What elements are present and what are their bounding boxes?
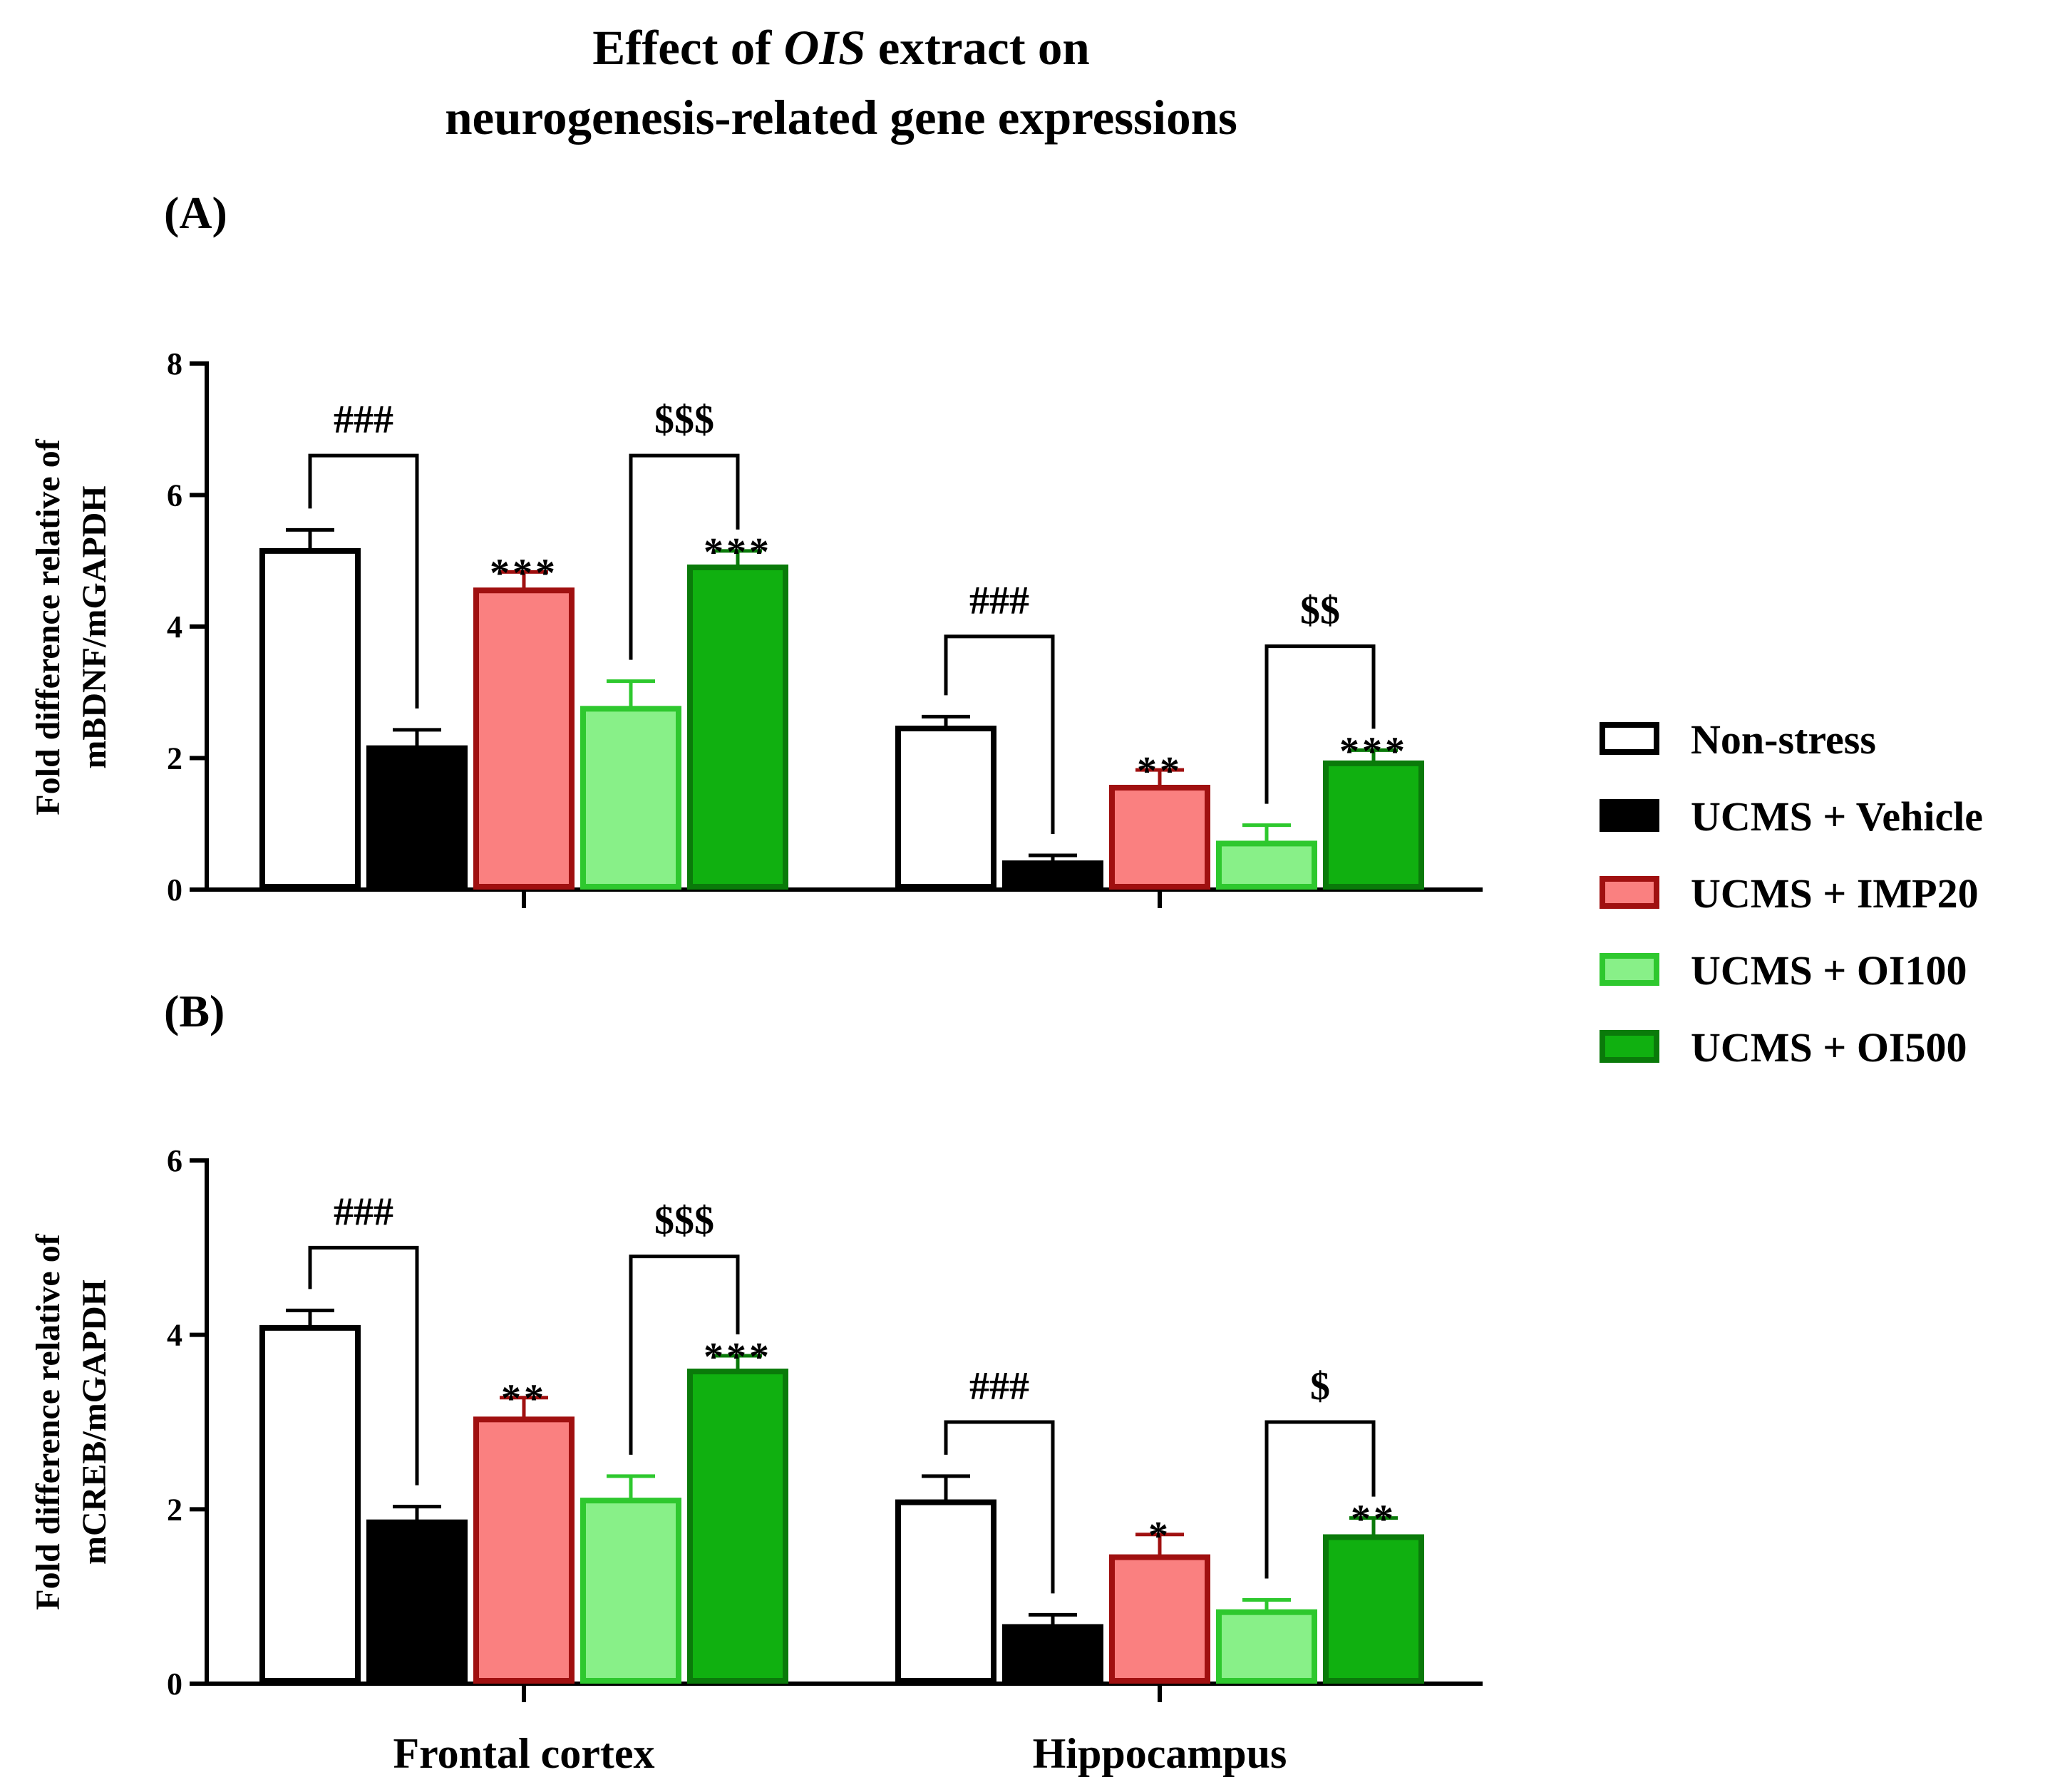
bar (895, 725, 996, 890)
legend-label: UCMS + Vehicle (1691, 793, 1983, 840)
y-tick-label: 2 (167, 741, 182, 776)
legend-swatch (1600, 799, 1659, 832)
significance-stars: ** (501, 1377, 547, 1421)
y-axis-label-line1: Fold difference relative of (29, 438, 67, 815)
bracket-label: $$$ (654, 398, 714, 442)
x-category-label: Frontal cortex (393, 1730, 654, 1777)
y-tick-label: 2 (167, 1492, 182, 1527)
significance-stars: *** (1339, 729, 1408, 773)
bar (1002, 860, 1103, 890)
bar (1216, 1609, 1317, 1684)
bar (259, 547, 361, 890)
significance-stars: ** (1137, 749, 1183, 793)
y-tick-label: 8 (167, 346, 182, 381)
y-axis-label-line1: Fold difference relative of (29, 1233, 67, 1610)
significance-bracket (629, 1255, 740, 1455)
legend-swatch (1600, 722, 1659, 755)
bar (366, 745, 468, 890)
title-italic: OIS (783, 21, 865, 75)
legend-label: Non-stress (1691, 716, 1876, 763)
bar (1216, 840, 1317, 890)
bar (687, 564, 788, 890)
bracket-label: ### (969, 579, 1029, 623)
bar (1002, 1624, 1103, 1684)
bar (473, 587, 575, 890)
significance-bracket (629, 453, 740, 660)
legend-swatch (1600, 1030, 1659, 1063)
legend-label: UCMS + OI500 (1691, 1024, 1967, 1071)
y-tick-label: 6 (167, 1143, 182, 1178)
bar (366, 1519, 468, 1684)
significance-stars: *** (704, 1335, 772, 1379)
y-axis-label-line2: mBDNF/mGAPDH (76, 485, 113, 768)
y-axis-label-line2: mCREB/mGAPDH (76, 1279, 113, 1565)
panel-label: (A) (164, 187, 227, 238)
significance-bracket (944, 634, 1055, 835)
legend: Non-stress UCMS + Vehicle UCMS + IMP20 UCMS… (1600, 716, 1983, 1071)
figure-title-line1: Effect of OIS extract on (592, 21, 1089, 75)
panel-a: (A) Fold difference relative of mBDNF/mGAP… (29, 187, 1483, 908)
bar (1323, 1534, 1424, 1684)
y-tick-label: 0 (167, 872, 182, 907)
bracket-label: $$ (1300, 589, 1340, 633)
significance-stars: *** (704, 530, 772, 575)
title-post: extract on (866, 21, 1090, 75)
bar (259, 1324, 361, 1684)
bar (1109, 1554, 1210, 1684)
y-tick-label: 4 (167, 609, 182, 644)
significance-stars: * (1148, 1514, 1171, 1558)
bar (687, 1369, 788, 1684)
y-tick-label: 4 (167, 1318, 182, 1353)
significance-stars: *** (490, 551, 558, 595)
bar (580, 706, 681, 890)
significance-bracket (308, 1245, 419, 1485)
legend-label: UCMS + IMP20 (1691, 870, 1979, 917)
bracket-label: ### (969, 1364, 1029, 1409)
significance-bracket (1264, 1420, 1376, 1579)
legend-label: UCMS + OI100 (1691, 947, 1967, 994)
significance-bracket (308, 453, 419, 709)
y-tick-label: 6 (167, 478, 182, 513)
y-tick-label: 0 (167, 1667, 182, 1701)
bracket-label: $ (1310, 1364, 1330, 1409)
x-category-label: Hippocampus (1033, 1730, 1287, 1777)
legend-swatch (1600, 953, 1659, 986)
figure-title-line2: neurogenesis-related gene expressions (445, 91, 1237, 145)
bracket-label: $$$ (654, 1199, 714, 1243)
bar (1323, 760, 1424, 890)
bar (580, 1498, 681, 1684)
bracket-label: ### (334, 1190, 393, 1234)
bar (473, 1416, 575, 1684)
significance-stars: ** (1351, 1498, 1396, 1542)
significance-bracket (944, 1420, 1055, 1594)
legend-swatch (1600, 876, 1659, 909)
significance-bracket (1264, 644, 1376, 804)
bar (1109, 785, 1210, 890)
bar (895, 1499, 996, 1684)
panel-label: (B) (164, 986, 225, 1036)
panel-b: (B) Fold difference relative of mCREB/mGAP… (29, 986, 1483, 1777)
title-pre: Effect of (592, 21, 783, 75)
bracket-label: ### (334, 398, 393, 442)
